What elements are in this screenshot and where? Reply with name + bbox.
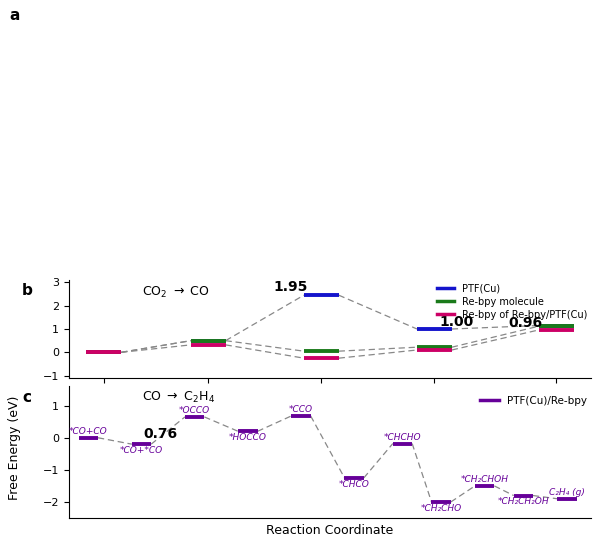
Text: *CH₂CHOH: *CH₂CHOH <box>461 475 509 484</box>
Text: *CH₂CHO: *CH₂CHO <box>421 504 462 513</box>
Legend: PTF(Cu), Re-bpy molecule, Re-bpy of Re-bpy/PTF(Cu): PTF(Cu), Re-bpy molecule, Re-bpy of Re-b… <box>433 280 592 324</box>
Text: *CCO: *CCO <box>289 405 313 414</box>
Text: CO$_2$ $\rightarrow$ CO: CO$_2$ $\rightarrow$ CO <box>142 285 210 300</box>
Text: *OCCO: *OCCO <box>179 406 210 415</box>
Text: 1.95: 1.95 <box>274 280 308 294</box>
Text: Free Energy (eV): Free Energy (eV) <box>8 396 22 500</box>
X-axis label: Reaction Coordinate: Reaction Coordinate <box>266 524 394 536</box>
Text: *CO+CO: *CO+CO <box>69 427 108 436</box>
Text: *CO+*CO: *CO+*CO <box>120 446 163 455</box>
Text: c: c <box>22 390 31 405</box>
Text: 0.96: 0.96 <box>509 316 543 330</box>
Text: C₂H₄ (g): C₂H₄ (g) <box>549 488 585 497</box>
Text: a: a <box>9 8 19 24</box>
Text: *CHCO: *CHCO <box>339 480 370 489</box>
Text: *CHCHO: *CHCHO <box>383 433 421 442</box>
Text: *CH₂CH₂OH: *CH₂CH₂OH <box>497 497 549 506</box>
Text: CO $\rightarrow$ C$_2$H$_4$: CO $\rightarrow$ C$_2$H$_4$ <box>142 390 215 405</box>
Text: 1.00: 1.00 <box>439 315 473 329</box>
Text: b: b <box>22 283 33 298</box>
Text: *HOCCO: *HOCCO <box>229 433 267 442</box>
Text: 0.76: 0.76 <box>144 427 178 441</box>
Legend: PTF(Cu)/Re-bpy: PTF(Cu)/Re-bpy <box>476 391 591 410</box>
